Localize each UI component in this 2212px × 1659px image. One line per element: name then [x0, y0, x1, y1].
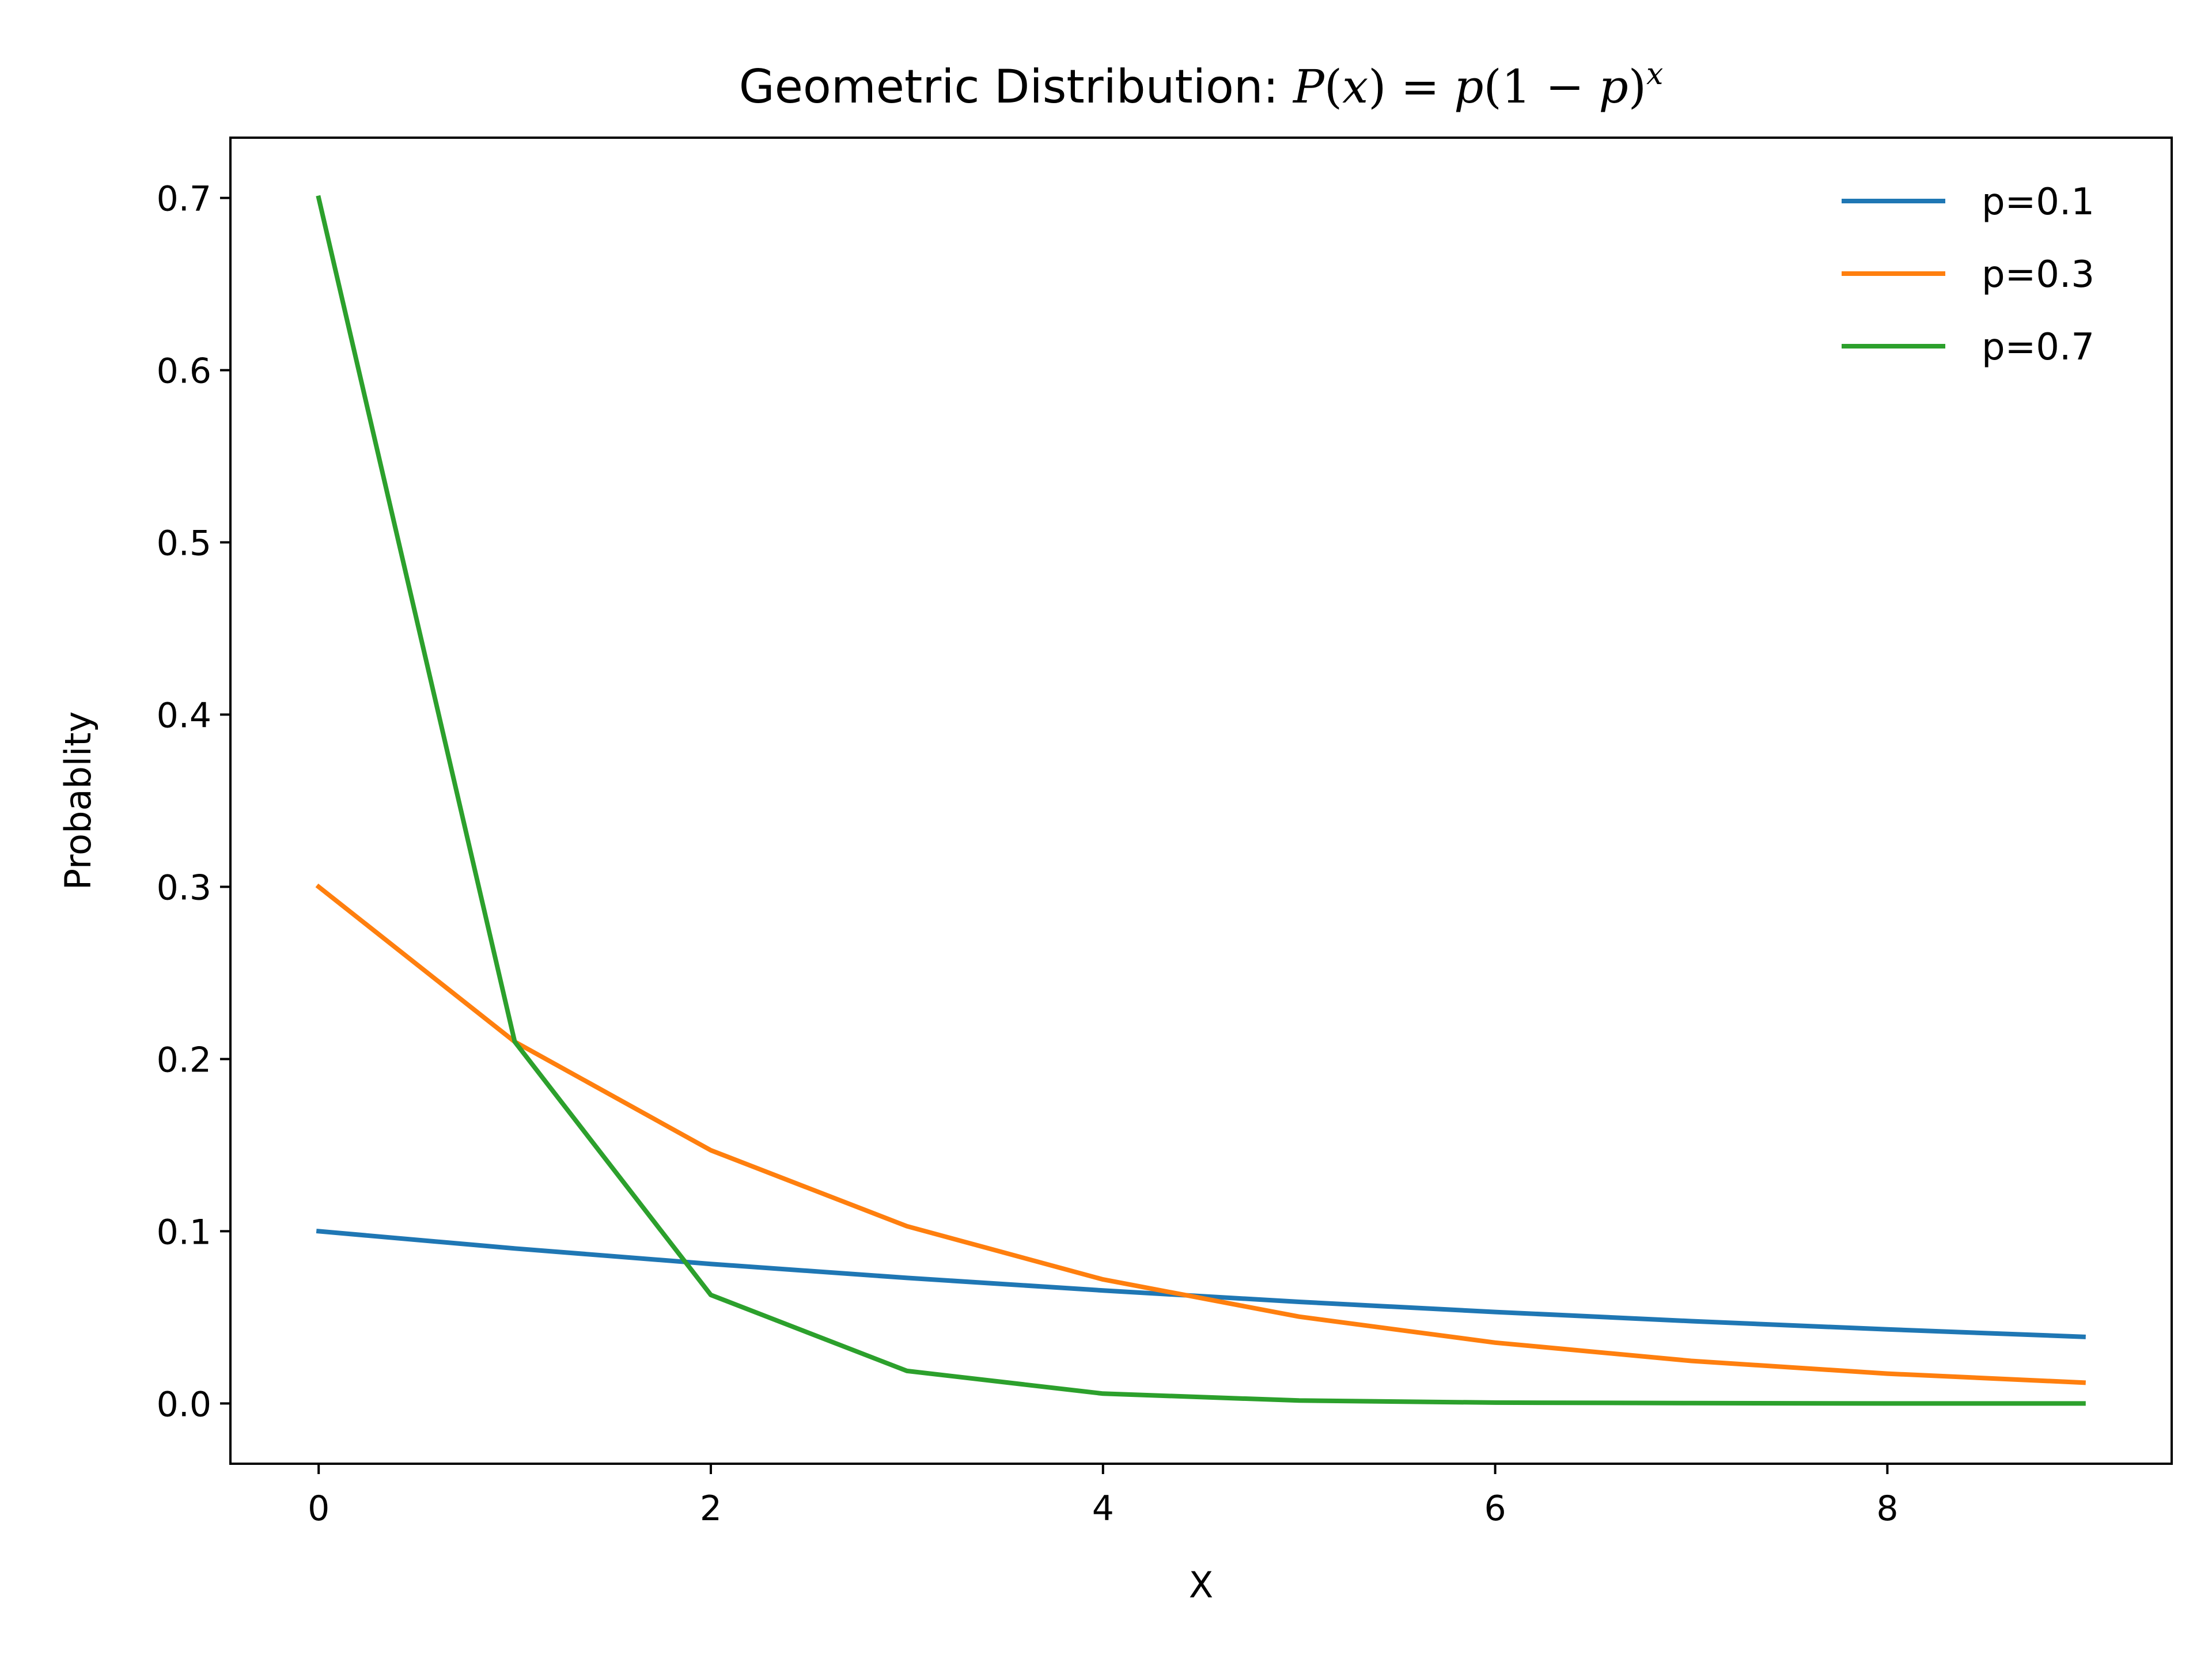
- y-tick-label: 0.5: [157, 524, 211, 564]
- y-tick-label: 0.4: [157, 696, 211, 736]
- x-tick-label: 2: [700, 1488, 722, 1529]
- legend-label-p-0-1: p=0.1: [1982, 181, 2094, 224]
- y-axis-label: Probablity: [57, 711, 99, 891]
- legend: p=0.1 p=0.3 p=0.7: [1842, 181, 2094, 369]
- y-tick-label: 0.7: [157, 179, 211, 219]
- y-tick-label: 0.3: [157, 868, 211, 908]
- x-tick-label: 8: [1876, 1488, 1898, 1529]
- y-axis-ticks: 0.0 0.1 0.2 0.3 0.4 0.5 0.6 0.7: [157, 179, 230, 1425]
- y-tick-label: 0.6: [157, 351, 211, 392]
- x-tick-label: 4: [1092, 1488, 1114, 1529]
- series-line-p-0-7: [316, 195, 2086, 1406]
- plot-frame: [229, 137, 2173, 1465]
- x-tick-label: 6: [1484, 1488, 1506, 1529]
- y-tick-label: 0.2: [157, 1040, 211, 1080]
- y-tick-label: 0.1: [157, 1212, 211, 1252]
- x-tick-label: 0: [308, 1488, 329, 1529]
- legend-label-p-0-3: p=0.3: [1982, 253, 2094, 296]
- x-axis-label: X: [1189, 1564, 1213, 1606]
- x-axis-ticks: 0 2 4 6 8: [308, 1464, 1899, 1529]
- y-tick-label: 0.0: [157, 1384, 211, 1425]
- series-line-p-0-3: [315, 883, 2086, 1385]
- chart-title: Geometric Distribution: P(x) = p(1 − p)x: [739, 57, 1664, 113]
- legend-label-p-0-7: p=0.7: [1982, 326, 2094, 369]
- series-lines: [315, 195, 2086, 1406]
